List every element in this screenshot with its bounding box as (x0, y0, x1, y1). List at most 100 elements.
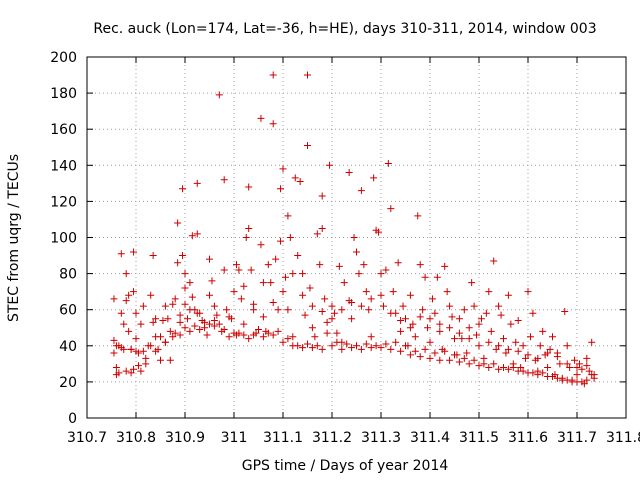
data-point (179, 185, 187, 193)
data-point (196, 326, 204, 334)
data-point (446, 324, 454, 332)
data-point (406, 351, 414, 359)
data-point (333, 329, 341, 337)
data-point (475, 342, 483, 350)
data-point (426, 354, 434, 362)
data-point (122, 270, 130, 278)
data-point (431, 309, 439, 317)
data-point (225, 333, 233, 341)
data-point (213, 311, 221, 319)
y-tick-label: 140 (50, 158, 77, 174)
data-point (193, 309, 201, 317)
data-point (139, 347, 147, 355)
data-point (485, 338, 493, 346)
chart-title: Rec. auck (Lon=174, Lat=-36, h=HE), days… (93, 21, 596, 37)
data-point (490, 360, 498, 368)
data-point (206, 255, 213, 263)
y-axis-label: STEC from uqrg / TECUs (6, 154, 22, 322)
data-point (458, 335, 466, 343)
data-point (509, 363, 517, 371)
data-point (230, 329, 238, 337)
data-point (115, 369, 123, 377)
data-point (490, 257, 498, 265)
data-point (164, 315, 172, 323)
x-tick-label: 311.1 (263, 430, 303, 446)
grid (87, 57, 626, 418)
data-point (585, 367, 593, 375)
data-point (504, 345, 512, 353)
data-point (328, 315, 336, 323)
data-point (122, 297, 130, 305)
data-point (257, 241, 265, 249)
data-point (206, 291, 213, 299)
data-point (370, 174, 378, 182)
data-point (377, 344, 385, 352)
data-point (208, 277, 216, 285)
data-point (240, 331, 248, 339)
data-point (137, 320, 145, 328)
data-point (563, 360, 571, 368)
data-point (267, 279, 275, 287)
data-point (176, 311, 184, 319)
data-point (301, 311, 309, 319)
data-point (500, 363, 507, 371)
data-point (306, 284, 314, 292)
data-point (460, 354, 468, 362)
data-point (313, 342, 321, 350)
data-point (272, 255, 280, 263)
data-point (259, 333, 267, 341)
data-point (269, 120, 277, 128)
data-point (500, 335, 507, 343)
data-point (176, 331, 184, 339)
data-point (117, 344, 125, 352)
data-point (127, 345, 135, 353)
data-point (210, 302, 218, 310)
data-point (174, 219, 182, 227)
data-point (117, 250, 125, 258)
data-point (409, 320, 417, 328)
data-point (512, 338, 520, 346)
data-point (318, 345, 326, 353)
y-tick-label: 40 (59, 339, 77, 355)
data-point (304, 141, 311, 149)
data-point (426, 315, 434, 323)
data-point (446, 356, 454, 364)
data-point (556, 360, 564, 368)
y-ticks: 0 20 40 60 80 100 120 140 160 180 200 (50, 50, 626, 427)
data-point (575, 360, 583, 368)
data-point (446, 302, 454, 310)
data-point (561, 308, 569, 316)
data-point (127, 369, 135, 377)
data-point (362, 288, 370, 296)
data-point (514, 347, 522, 355)
data-point (134, 362, 142, 370)
data-point (279, 165, 287, 173)
data-point (357, 302, 365, 310)
data-point (250, 306, 258, 314)
data-point (279, 288, 287, 296)
y-tick-label: 100 (50, 231, 77, 247)
data-point (161, 302, 169, 310)
data-point (220, 176, 228, 184)
data-point (110, 295, 118, 303)
data-point (250, 331, 258, 339)
data-point (357, 187, 365, 195)
data-point (473, 331, 481, 339)
data-point (524, 288, 532, 296)
data-point (179, 252, 187, 260)
data-point (536, 342, 544, 350)
data-point (284, 335, 292, 343)
data-point (139, 302, 147, 310)
data-point (149, 252, 157, 260)
x-tick-label: 311.6 (508, 430, 548, 446)
data-point (132, 335, 140, 343)
data-point (284, 306, 292, 314)
data-point (232, 261, 240, 269)
data-point (566, 363, 574, 371)
data-point (411, 333, 419, 341)
data-point (517, 363, 525, 371)
data-point (181, 284, 189, 292)
data-point (382, 340, 390, 348)
data-point (534, 371, 542, 379)
